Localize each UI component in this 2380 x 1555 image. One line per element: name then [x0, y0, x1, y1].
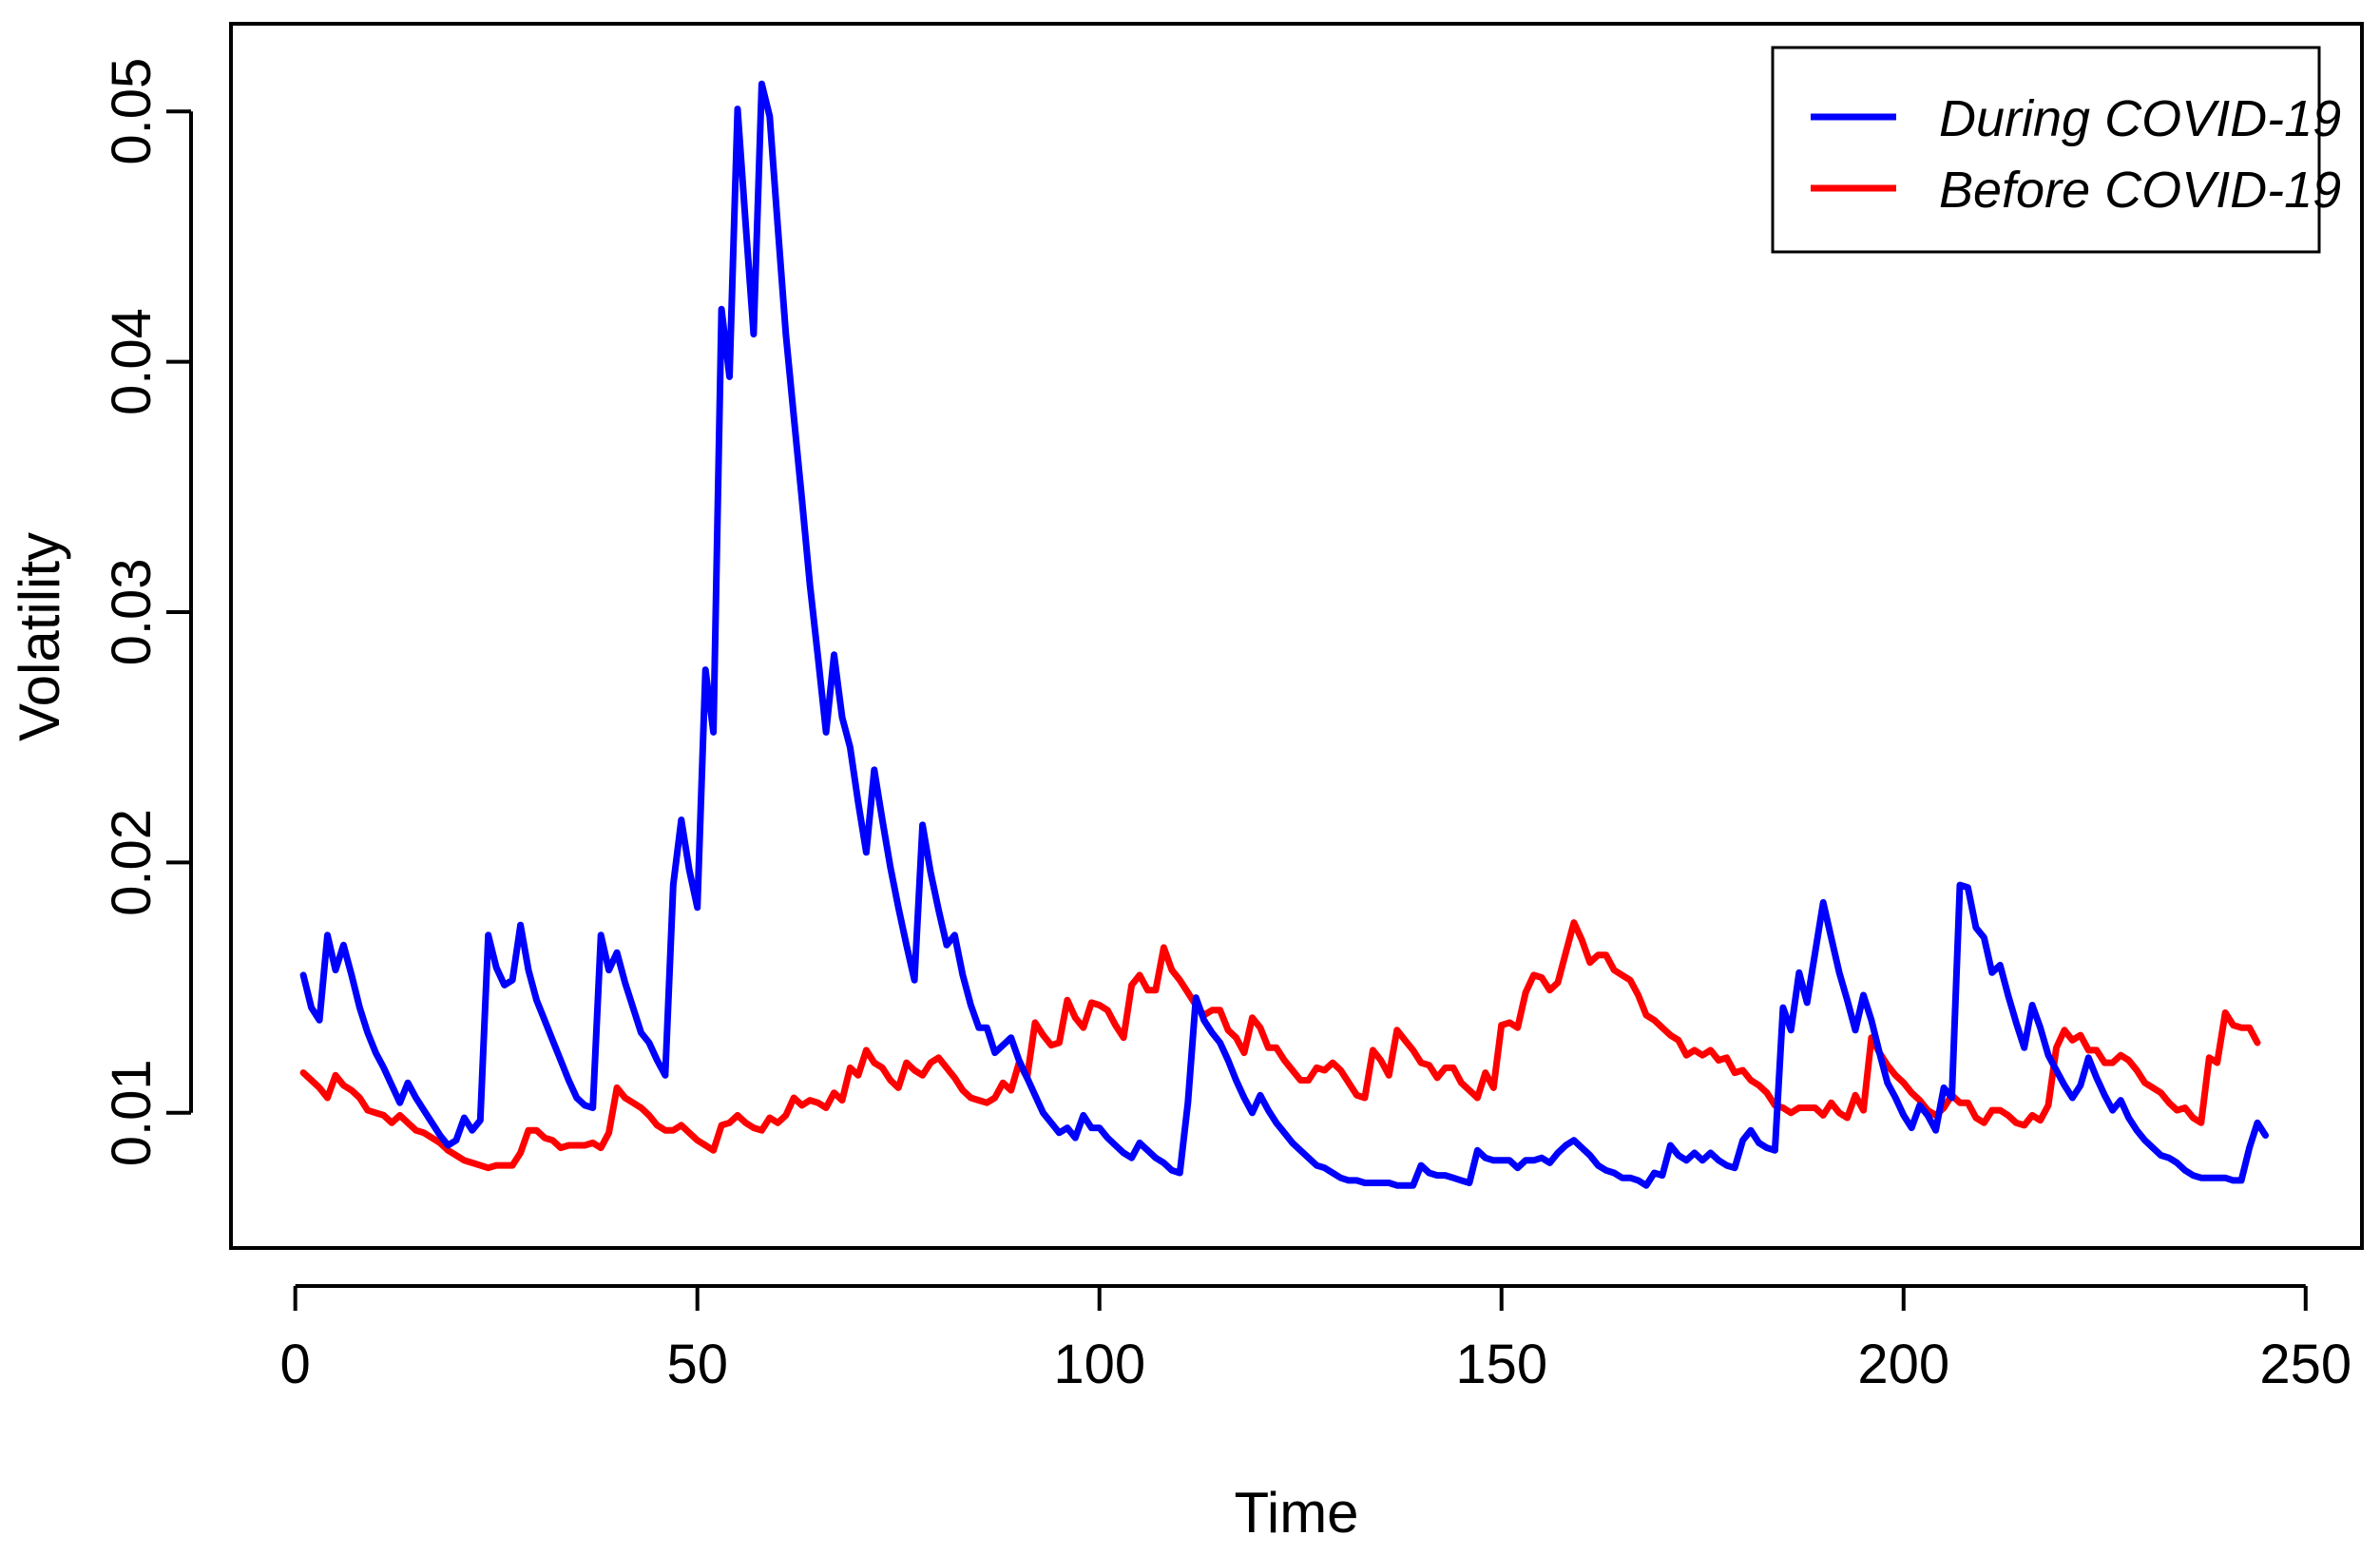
legend-box [1771, 46, 2321, 254]
y-tick-label: 0.01 [101, 1059, 163, 1166]
legend-label-before-covid: Before COVID-19 [1939, 162, 2341, 219]
x-tick-label: 150 [1455, 1334, 1547, 1395]
series-line-during-covid-19 [299, 80, 2269, 1189]
y-tick-label: 0.02 [101, 809, 163, 916]
x-axis: 0 50 100 150 200 250 [280, 1284, 2351, 1395]
series-line-before-covid-19 [299, 919, 2261, 1172]
y-tick-label: 0.05 [101, 58, 163, 165]
x-tick-label: 200 [1857, 1334, 1949, 1395]
y-tick-label: 0.03 [101, 559, 163, 666]
plot-frame [229, 22, 2364, 1250]
x-tick-label: 100 [1053, 1334, 1145, 1395]
y-axis: 0.01 0.02 0.03 0.04 0.05 [101, 58, 193, 1166]
x-tick-label: 0 [280, 1334, 311, 1395]
series-layer [299, 80, 2269, 1189]
y-tick-label: 0.04 [101, 308, 163, 415]
x-tick-label: 250 [2259, 1334, 2351, 1395]
legend-label-during-covid: During COVID-19 [1939, 90, 2341, 147]
legend: During COVID-19 Before COVID-19 [1771, 46, 2341, 254]
x-axis-title: Time [1234, 1481, 1358, 1545]
x-tick-label: 50 [666, 1334, 728, 1395]
y-axis-title: Volatility [8, 532, 71, 741]
